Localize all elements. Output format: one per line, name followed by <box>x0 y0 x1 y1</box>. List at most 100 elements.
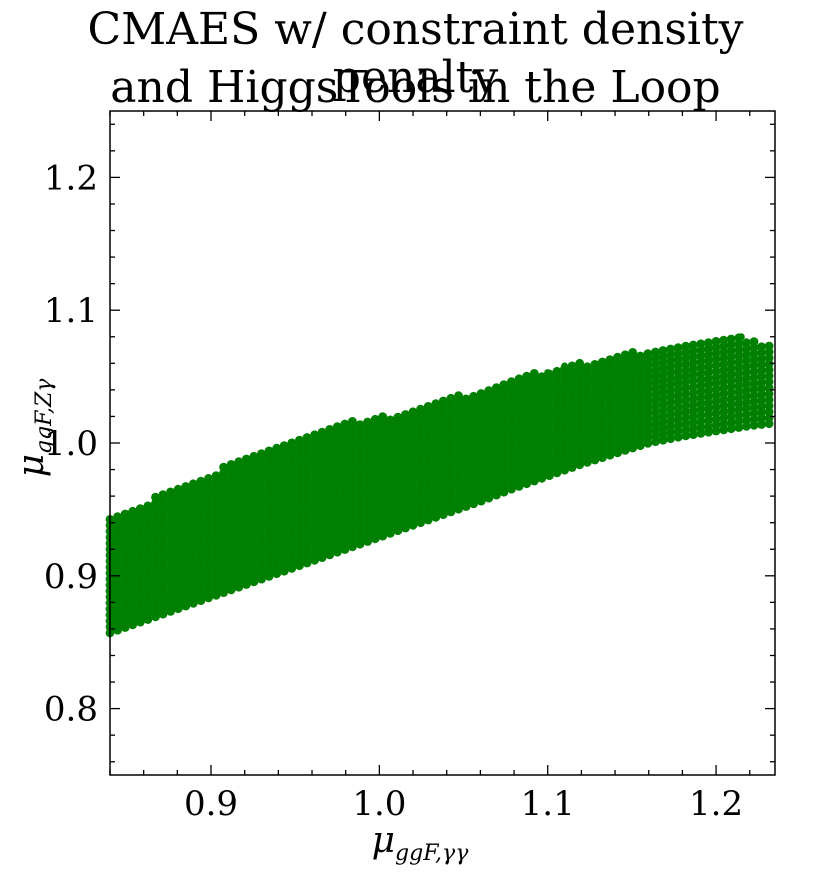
y-axis-label-symbol: μ <box>11 454 52 478</box>
chart-title-line-1: CMAES w/ constraint density penalty <box>87 4 744 103</box>
data-point <box>234 457 244 467</box>
data-point <box>219 462 229 472</box>
x-tick-label: 1.0 <box>352 784 406 824</box>
data-point <box>688 340 698 350</box>
data-point <box>711 337 721 346</box>
data-point <box>598 357 607 367</box>
data-point <box>385 415 395 425</box>
data-point <box>628 348 638 357</box>
ticks-layer: 0.9 1.0 1.1 1.2 0.8 0.9 1.0 1.1 1.2 <box>44 111 775 824</box>
data-point <box>378 412 388 421</box>
data-point <box>113 512 122 522</box>
data-point <box>507 377 516 386</box>
data-point-outlier <box>737 333 745 341</box>
data-point <box>295 435 304 445</box>
data-point <box>522 371 532 381</box>
data-point <box>719 335 729 345</box>
data-point <box>461 394 471 404</box>
data-point <box>704 338 713 347</box>
y-tick-label: 0.8 <box>44 690 98 730</box>
data-point <box>264 446 274 456</box>
data-point <box>279 441 289 450</box>
x-tick-label: 1.2 <box>689 784 743 824</box>
data-point <box>423 402 433 411</box>
data-point <box>658 346 668 355</box>
data-point <box>757 342 766 352</box>
data-point <box>590 360 600 369</box>
scatter-points-layer <box>105 333 774 638</box>
data-point <box>151 492 160 502</box>
data-point <box>537 372 547 382</box>
data-point <box>696 339 706 349</box>
data-point <box>325 425 335 434</box>
data-point <box>408 407 418 417</box>
data-point <box>181 482 191 491</box>
data-point <box>302 433 312 442</box>
y-tick-label: 0.9 <box>44 557 98 597</box>
data-point <box>135 504 145 513</box>
data-point <box>257 449 266 458</box>
data-point <box>363 417 372 427</box>
data-point <box>204 474 213 483</box>
data-point <box>567 361 577 371</box>
data-point <box>742 338 751 347</box>
data-point <box>332 422 342 432</box>
chart-title-line-2: and HiggsTools in the Loop <box>110 62 721 113</box>
data-point <box>196 476 206 486</box>
y-tick-label: 1.2 <box>44 158 98 198</box>
y-axis-label-subscript: ggF,Zγ <box>32 378 57 455</box>
data-point <box>340 419 350 429</box>
data-point <box>431 399 441 409</box>
data-point-outlier <box>561 362 569 370</box>
y-tick-label: 1.0 <box>44 424 98 464</box>
data-point <box>666 344 675 354</box>
data-point <box>575 358 585 368</box>
y-axis-label: μggF,Zγ <box>11 348 57 508</box>
data-point <box>484 386 494 395</box>
data-point <box>310 430 319 440</box>
data-point <box>173 484 183 494</box>
data-point <box>188 479 198 489</box>
data-point <box>469 391 478 401</box>
x-axis-label-symbol: μ <box>371 820 396 861</box>
data-point <box>651 347 660 357</box>
y-tick-label: 1.1 <box>44 291 98 331</box>
data-point <box>514 374 524 384</box>
data-point <box>673 343 683 352</box>
data-point <box>393 412 403 422</box>
x-tick-label: 1.1 <box>521 784 575 824</box>
data-point <box>128 506 138 516</box>
data-point <box>211 471 221 481</box>
data-point <box>120 509 130 519</box>
data-point <box>158 490 168 499</box>
data-point <box>552 366 562 376</box>
data-point <box>272 443 282 453</box>
data-point <box>499 380 509 389</box>
data-point <box>681 341 691 351</box>
data-point <box>476 389 486 398</box>
data-point <box>582 362 592 372</box>
data-point <box>446 393 456 403</box>
data-point <box>287 438 297 448</box>
data-point <box>726 334 736 344</box>
data-point <box>249 451 259 461</box>
data-point <box>348 417 357 426</box>
data-point <box>613 352 622 362</box>
data-point-outlier <box>544 369 552 377</box>
data-point <box>605 355 615 364</box>
data-point <box>166 487 176 497</box>
x-tick-label: 0.9 <box>184 784 238 824</box>
data-point <box>454 391 463 401</box>
data-point <box>370 414 380 424</box>
data-point <box>620 350 630 360</box>
data-point <box>226 460 236 469</box>
data-point <box>529 369 539 378</box>
data-point <box>143 501 153 511</box>
data-point <box>764 341 774 351</box>
data-point <box>355 420 365 429</box>
data-point <box>438 396 448 406</box>
data-point <box>416 404 425 414</box>
data-point <box>401 410 410 419</box>
data-point <box>635 351 645 361</box>
